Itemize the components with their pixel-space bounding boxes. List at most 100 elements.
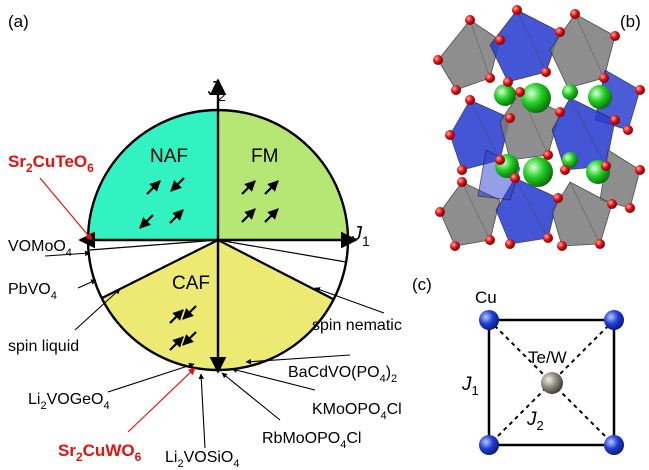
compound-sr2cuteo6: Sr2CuTeO6: [8, 152, 94, 175]
oxygen-atom: [505, 113, 515, 123]
oxygen-atom: [451, 85, 461, 95]
oxygen-atom: [610, 31, 620, 41]
oxygen-atom: [607, 199, 617, 209]
oxygen-atom: [503, 77, 513, 87]
j1-label: J1: [461, 374, 479, 398]
spin-arrow: [241, 180, 256, 195]
pointer-kmoopo4cl: [231, 367, 316, 391]
spin-arrow: [264, 208, 279, 223]
spin-arrow: [169, 336, 184, 351]
pointer-rbmoopo4cl: [221, 372, 281, 421]
region-label-caf: CAF: [172, 273, 210, 294]
oxygen-atom: [541, 67, 551, 77]
compound-rbmoopo4cl: RbMoOPO4Cl: [262, 430, 361, 451]
region-naf: [88, 110, 218, 240]
cu-atom: [604, 435, 624, 455]
panel-label-a: (a): [8, 12, 29, 31]
region-label-naf: NAF: [150, 146, 188, 167]
pointer-li2vosio4: [198, 373, 206, 449]
boundary-caf-right: [217, 239, 334, 300]
cu-atom: [479, 310, 499, 330]
oxygen-atom: [435, 207, 445, 217]
compound-pointers: [44, 250, 385, 449]
te-w-atom: [541, 372, 563, 394]
oxygen-atom: [450, 241, 460, 251]
pointer-sr2cuteo6: [39, 177, 93, 241]
oxygen-atom: [485, 235, 495, 245]
spin-arrow: [182, 331, 197, 346]
oxygen-atom: [599, 73, 609, 83]
spin-arrows-naf: [139, 177, 185, 229]
j2-axis-label: J2: [207, 78, 226, 104]
compound-bacdvopo42: BaCdVO(PO4)2: [288, 364, 397, 385]
oxygen-atom: [465, 95, 475, 105]
pointer-vomoo4: [44, 250, 91, 257]
oxygen-atom: [555, 107, 565, 117]
compound-sr2cuwo6: Sr2CuWO6: [58, 441, 142, 464]
oxygen-atom: [623, 125, 633, 135]
compound-kmoopo4cl: KMoOPO4Cl: [312, 401, 402, 422]
sr-atom: [523, 157, 553, 187]
oxygen-atom: [543, 233, 553, 243]
spin-arrows-fm: [241, 180, 279, 223]
oxygen-atoms: [433, 5, 645, 251]
panel-label-c: (c): [412, 275, 432, 294]
spin-arrow: [170, 177, 185, 192]
compound-li2vosio4: Li2VOSiO4: [165, 449, 240, 470]
region-fm: [218, 110, 348, 240]
label-spin-nematic: spin nematic: [312, 317, 402, 334]
region-spin-nematic: [218, 240, 348, 299]
spin-arrow: [139, 214, 154, 229]
oxygen-atom: [495, 35, 505, 45]
pointer-spin-nematic: [314, 287, 385, 314]
pointer-pbvo4: [77, 279, 97, 289]
spin-arrow: [241, 208, 256, 223]
oxygen-atom: [445, 130, 455, 140]
spin-arrow: [182, 305, 197, 320]
oxygen-atom: [465, 15, 475, 25]
oxygen-atom: [635, 85, 645, 95]
sr-atom: [588, 85, 612, 109]
oxygen-atom: [595, 239, 605, 249]
oxygen-atom: [570, 9, 580, 19]
oxygen-atom: [495, 155, 505, 165]
octahedron-blue: [449, 99, 511, 171]
oxygen-atom: [553, 193, 563, 203]
j2-label: J2: [526, 409, 544, 433]
region-spin-liquid: [88, 240, 218, 298]
oxygen-atom: [505, 239, 515, 249]
pointer-spin-liquid: [74, 288, 121, 331]
oxygen-atom: [635, 165, 645, 175]
oxygen-atom: [555, 27, 565, 37]
sr-atoms: [494, 83, 612, 187]
oxygen-atom: [457, 177, 467, 187]
spin-arrow: [169, 209, 184, 224]
region-label-fm: FM: [251, 146, 278, 167]
pointer-bacdvopo42: [245, 354, 351, 365]
compound-vomoo4: VOMoO4: [8, 238, 72, 259]
sr-atom: [521, 83, 551, 113]
boundary-caf-left: [101, 239, 219, 299]
octahedron-gray: [437, 19, 501, 91]
oxygen-atom: [457, 165, 467, 175]
compound-pbvo4: PbVO4: [8, 281, 57, 302]
lattice-square: [487, 318, 616, 447]
oxygen-atom: [625, 203, 635, 213]
spin-arrow: [169, 309, 184, 324]
pointer-sr2cuwo6: [127, 367, 196, 433]
pointer-li2vogeo4: [107, 362, 195, 393]
octahedron-gray: [551, 181, 613, 247]
oxygen-atom: [601, 161, 611, 171]
phase-diagram: J2 J1 NAF FM CAF: [8, 78, 402, 470]
oxygen-atom: [512, 5, 522, 15]
oxygen-atom: [560, 165, 570, 175]
label-spin-liquid: spin liquid: [8, 338, 79, 355]
spin-arrow: [146, 180, 161, 195]
oxygen-atom: [485, 73, 495, 83]
spin-arrows-caf: [169, 305, 197, 351]
oxygen-atom: [557, 241, 567, 251]
crystal-structure: [433, 5, 645, 251]
red-pointers: [39, 177, 196, 433]
sr-atom: [494, 84, 516, 106]
